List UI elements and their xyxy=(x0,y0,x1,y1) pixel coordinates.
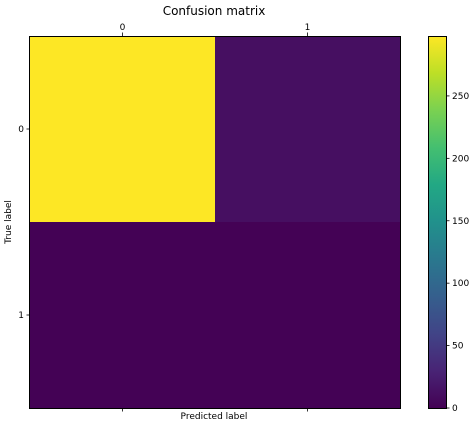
colorbar-tick-label-3: 150 xyxy=(452,217,469,227)
y-axis-label: True label xyxy=(4,200,14,245)
colorbar-tick-label-1: 50 xyxy=(452,342,464,352)
colorbar xyxy=(428,36,446,408)
x-tick-label-0: 0 xyxy=(120,23,126,33)
heatmap-cell-0-0 xyxy=(30,36,215,222)
x-tick-label-1: 1 xyxy=(305,23,311,33)
y-tick-label-0: 0 xyxy=(18,125,24,135)
chart-title: Confusion matrix xyxy=(163,4,266,18)
heatmap-cell-0-1 xyxy=(215,36,400,222)
x-axis-label: Predicted label xyxy=(181,412,248,422)
heatmap-cells xyxy=(30,36,400,408)
colorbar-tick-label-4: 200 xyxy=(452,154,469,164)
y-tick-label-1: 1 xyxy=(18,311,24,321)
colorbar-tick-label-0: 0 xyxy=(452,404,458,414)
colorbar-tick-label-2: 100 xyxy=(452,279,469,289)
heatmap-cell-1-1 xyxy=(215,222,400,408)
colorbar-ticks: 0 50 100 150 200 250 xyxy=(446,92,469,414)
y-axis-ticks: 01 xyxy=(18,125,30,321)
colorbar-tick-label-5: 250 xyxy=(452,92,469,102)
heatmap-cell-1-0 xyxy=(30,222,215,408)
colorbar-frame xyxy=(428,36,447,409)
plot-frame xyxy=(29,36,401,409)
